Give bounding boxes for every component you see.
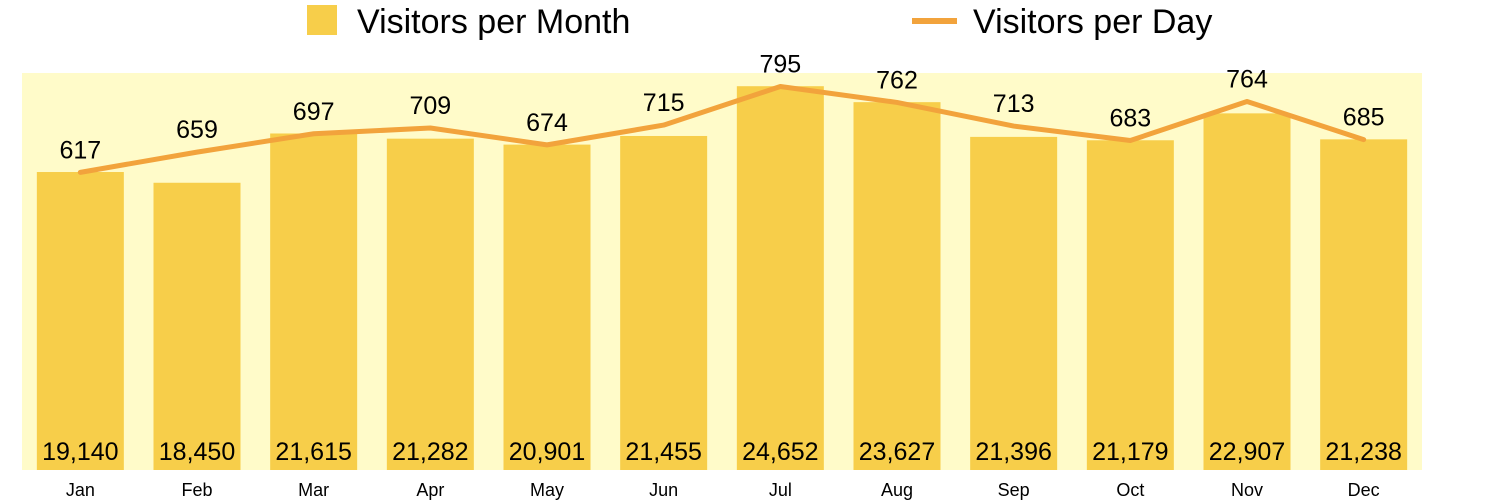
x-tick-label: Feb: [181, 480, 212, 500]
bar-jun: [620, 135, 708, 470]
line-group: [77, 84, 1367, 175]
line-value-label: 617: [59, 136, 101, 164]
bar-may: [503, 144, 591, 471]
bar-oct: [1086, 140, 1174, 470]
legend-label-line: Visitors per Day: [973, 3, 1212, 41]
bar-value-label: 22,907: [1209, 438, 1285, 466]
line-value-label: 709: [409, 92, 451, 120]
bar-value-label: 21,455: [625, 438, 701, 466]
bar-aug: [853, 102, 941, 471]
bar-value-label: 19,140: [42, 438, 118, 466]
bar-value-label: 24,652: [742, 438, 818, 466]
x-tick-label: Jun: [649, 480, 678, 500]
line-value-label: 713: [993, 90, 1035, 118]
bar-nov: [1203, 113, 1291, 471]
bar-value-label: 18,450: [159, 438, 235, 466]
bar-value-label: 21,238: [1325, 438, 1401, 466]
bar-jan: [36, 172, 124, 470]
line-value-label: 683: [1109, 105, 1151, 133]
bars-group: [36, 86, 1408, 471]
bar-apr: [386, 138, 474, 471]
line-value-label: 674: [526, 109, 568, 137]
line-series-visitors-per-day: [77, 84, 1367, 175]
bar-value-label: 23,627: [859, 438, 935, 466]
x-tick-label: Aug: [881, 480, 913, 500]
bar-sep: [970, 136, 1058, 470]
x-tick-label: Apr: [416, 480, 444, 500]
bar-feb: [153, 182, 241, 470]
plot-area: [22, 73, 1422, 470]
line-value-label: 762: [876, 66, 918, 94]
line-value-label: 659: [176, 116, 218, 144]
line-labels-group: 617 659 697 709 674 715 795 762 713 683 764 685: [59, 51, 1384, 165]
bar-value-label: 21,282: [392, 438, 468, 466]
bar-value-label: 21,615: [275, 438, 351, 466]
bar-labels-group: 19,140 18,450 21,615 21,282 20,901 21,455 24,6…: [42, 438, 1402, 466]
x-tick-label: Dec: [1348, 480, 1380, 500]
line-value-label: 715: [643, 89, 685, 117]
bar-value-label: 21,179: [1092, 438, 1168, 466]
x-axis-ticks: Jan Feb Mar Apr May Jun Jul Aug Sep Oct Nov Dec: [66, 480, 1380, 500]
x-tick-label: Oct: [1116, 480, 1144, 500]
legend-label-bar: Visitors per Month: [357, 3, 630, 41]
bar-value-label: 20,901: [509, 438, 585, 466]
x-tick-label: May: [530, 480, 564, 500]
bar-mar: [270, 133, 358, 470]
legend-swatch-bar: [307, 5, 337, 35]
line-value-label: 764: [1226, 65, 1268, 93]
x-tick-label: Jan: [66, 480, 95, 500]
line-value-label: 697: [293, 98, 335, 126]
line-value-label: 795: [759, 51, 801, 79]
legend: Visitors per Month Visitors per Day: [307, 3, 1212, 41]
x-tick-label: Nov: [1231, 480, 1263, 500]
bar-jul: [736, 86, 824, 470]
line-value-label: 685: [1343, 104, 1385, 132]
bar-dec: [1320, 139, 1408, 470]
bar-value-label: 21,396: [975, 438, 1051, 466]
x-tick-label: Mar: [298, 480, 329, 500]
x-tick-label: Jul: [769, 480, 792, 500]
x-tick-label: Sep: [998, 480, 1030, 500]
